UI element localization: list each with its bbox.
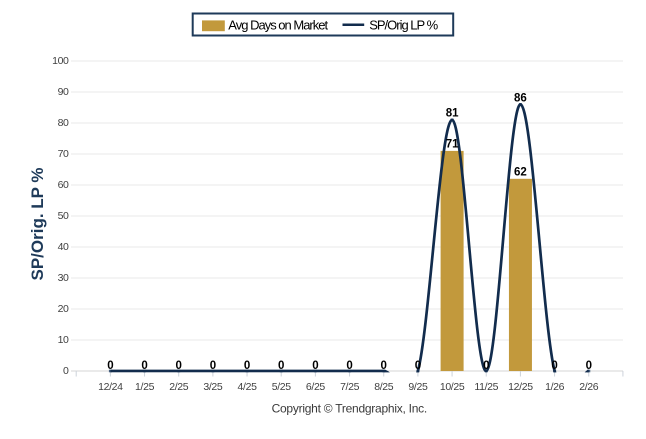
svg-text:86: 86 <box>514 92 527 104</box>
svg-text:80: 80 <box>58 117 69 129</box>
svg-text:4/25: 4/25 <box>238 381 258 393</box>
svg-text:70: 70 <box>58 148 69 160</box>
svg-text:7/25: 7/25 <box>340 381 360 393</box>
svg-text:0: 0 <box>586 360 592 372</box>
svg-text:62: 62 <box>514 166 527 178</box>
svg-text:50: 50 <box>58 210 69 222</box>
svg-text:0: 0 <box>176 360 182 372</box>
svg-text:81: 81 <box>446 108 459 120</box>
svg-text:0: 0 <box>346 360 352 372</box>
svg-text:SP/Orig. LP %: SP/Orig. LP % <box>28 167 47 280</box>
svg-text:60: 60 <box>58 179 69 191</box>
svg-text:0: 0 <box>141 360 147 372</box>
svg-text:10/25: 10/25 <box>440 381 465 393</box>
svg-text:11/25: 11/25 <box>474 381 498 393</box>
svg-text:0: 0 <box>210 360 216 372</box>
svg-text:2/25: 2/25 <box>169 381 189 393</box>
svg-text:SP/Orig LP %: SP/Orig LP % <box>369 18 438 33</box>
svg-text:0: 0 <box>278 360 284 372</box>
svg-text:5/25: 5/25 <box>272 381 292 393</box>
svg-text:0: 0 <box>63 365 69 377</box>
svg-text:100: 100 <box>52 55 69 67</box>
svg-text:10: 10 <box>58 334 69 346</box>
svg-text:Avg Days on Market: Avg Days on Market <box>228 18 328 33</box>
svg-text:1/26: 1/26 <box>545 381 565 393</box>
svg-text:9/25: 9/25 <box>408 381 428 393</box>
svg-text:40: 40 <box>58 241 69 253</box>
svg-text:2/26: 2/26 <box>579 381 599 393</box>
svg-text:0: 0 <box>415 360 421 372</box>
svg-text:0: 0 <box>483 360 489 372</box>
svg-text:6/25: 6/25 <box>306 381 326 393</box>
svg-text:0: 0 <box>551 360 557 372</box>
svg-text:30: 30 <box>58 272 69 284</box>
svg-text:12/25: 12/25 <box>508 381 533 393</box>
svg-text:0: 0 <box>107 360 113 372</box>
svg-text:3/25: 3/25 <box>203 381 223 393</box>
svg-text:90: 90 <box>58 86 69 98</box>
svg-text:1/25: 1/25 <box>135 381 155 393</box>
svg-text:0: 0 <box>244 360 250 372</box>
svg-text:71: 71 <box>446 138 459 150</box>
svg-text:Copyright © Trendgraphix, Inc.: Copyright © Trendgraphix, Inc. <box>272 401 427 415</box>
svg-text:0: 0 <box>312 360 318 372</box>
svg-text:0: 0 <box>381 360 387 372</box>
svg-text:20: 20 <box>58 303 69 315</box>
svg-text:12/24: 12/24 <box>98 381 123 393</box>
svg-text:8/25: 8/25 <box>374 381 394 393</box>
